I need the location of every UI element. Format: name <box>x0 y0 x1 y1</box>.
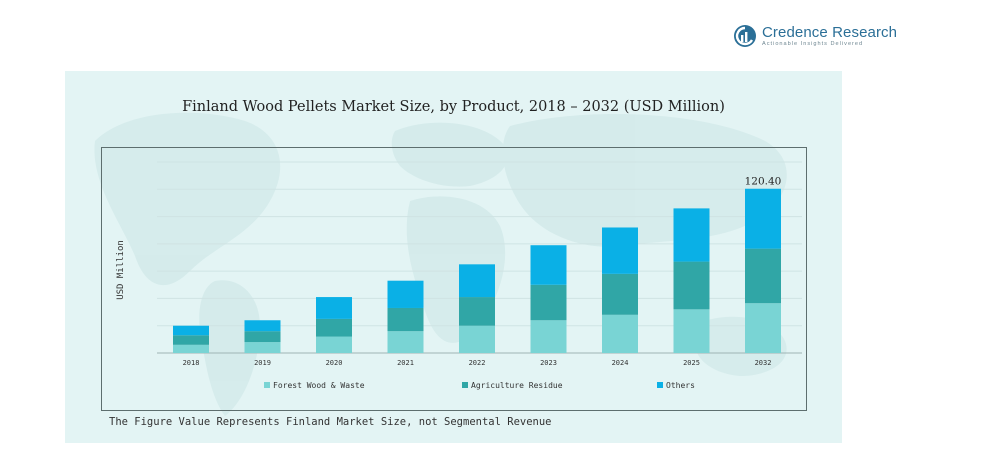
x-tick-label: 2025 <box>683 359 700 367</box>
bar-segment <box>244 320 281 332</box>
bar-segment <box>244 342 281 353</box>
bar-segment <box>173 344 209 353</box>
brand-name: Credence Research <box>762 23 898 41</box>
legend-swatch <box>264 382 270 388</box>
bar-segment <box>316 318 352 337</box>
bar-segment <box>673 208 710 262</box>
brand-tagline: Actionable Insights Delivered <box>762 40 864 47</box>
bar-segment <box>387 307 424 332</box>
bar-segment <box>530 284 567 321</box>
bar-segment <box>459 297 495 326</box>
bar-segment <box>530 320 567 353</box>
bar-segment <box>745 188 781 249</box>
legend-swatch <box>462 382 468 388</box>
x-tick-label: 2020 <box>326 359 343 367</box>
footnote: The Figure Value Represents Finland Mark… <box>109 416 552 428</box>
bar-segment <box>173 335 209 345</box>
brand-logo: Credence Research Actionable Insights De… <box>733 24 897 48</box>
bar-segment <box>530 245 567 285</box>
x-tick-label: 2024 <box>612 359 629 367</box>
stacked-bar-chart: 2018 2019 2020 2021 2022 2023 2024 2025 2032 120.… <box>116 161 802 390</box>
bar-segment <box>244 331 281 343</box>
bar-segment <box>673 261 710 310</box>
bar-segment <box>745 248 781 304</box>
bar-segment <box>316 336 352 353</box>
x-tick-label: 2018 <box>183 359 200 367</box>
legend-label: Forest Wood & Waste <box>273 381 365 390</box>
bar-segment <box>673 309 710 353</box>
bar-segment <box>316 297 352 319</box>
data-label: 120.40 <box>745 176 782 188</box>
bar-segment <box>459 264 495 298</box>
bar-segment <box>387 331 424 353</box>
bar-segment <box>387 280 424 308</box>
bar-segment <box>602 314 638 353</box>
plot-frame: 2018 2019 2020 2021 2022 2023 2024 2025 2032 120.… <box>101 147 807 411</box>
bar-segment <box>173 325 209 336</box>
x-tick-label: 2022 <box>469 359 486 367</box>
bar-segment <box>745 303 781 353</box>
legend-label: Agriculture Residue <box>471 381 563 390</box>
legend-label: Others <box>666 381 695 390</box>
y-axis-label: USD Million <box>116 240 126 300</box>
bar-segment <box>602 273 638 315</box>
legend-swatch <box>657 382 663 388</box>
bar-segment <box>459 325 495 353</box>
chart-title: Finland Wood Pellets Market Size, by Pro… <box>182 99 725 115</box>
x-tick-label: 2021 <box>397 359 414 367</box>
credence-logo-icon <box>734 25 756 47</box>
x-tick-label: 2023 <box>540 359 557 367</box>
x-tick-label: 2032 <box>755 359 772 367</box>
bar-segment <box>602 227 638 274</box>
x-tick-label: 2019 <box>254 359 271 367</box>
chart-panel: Finland Wood Pellets Market Size, by Pro… <box>65 71 842 443</box>
